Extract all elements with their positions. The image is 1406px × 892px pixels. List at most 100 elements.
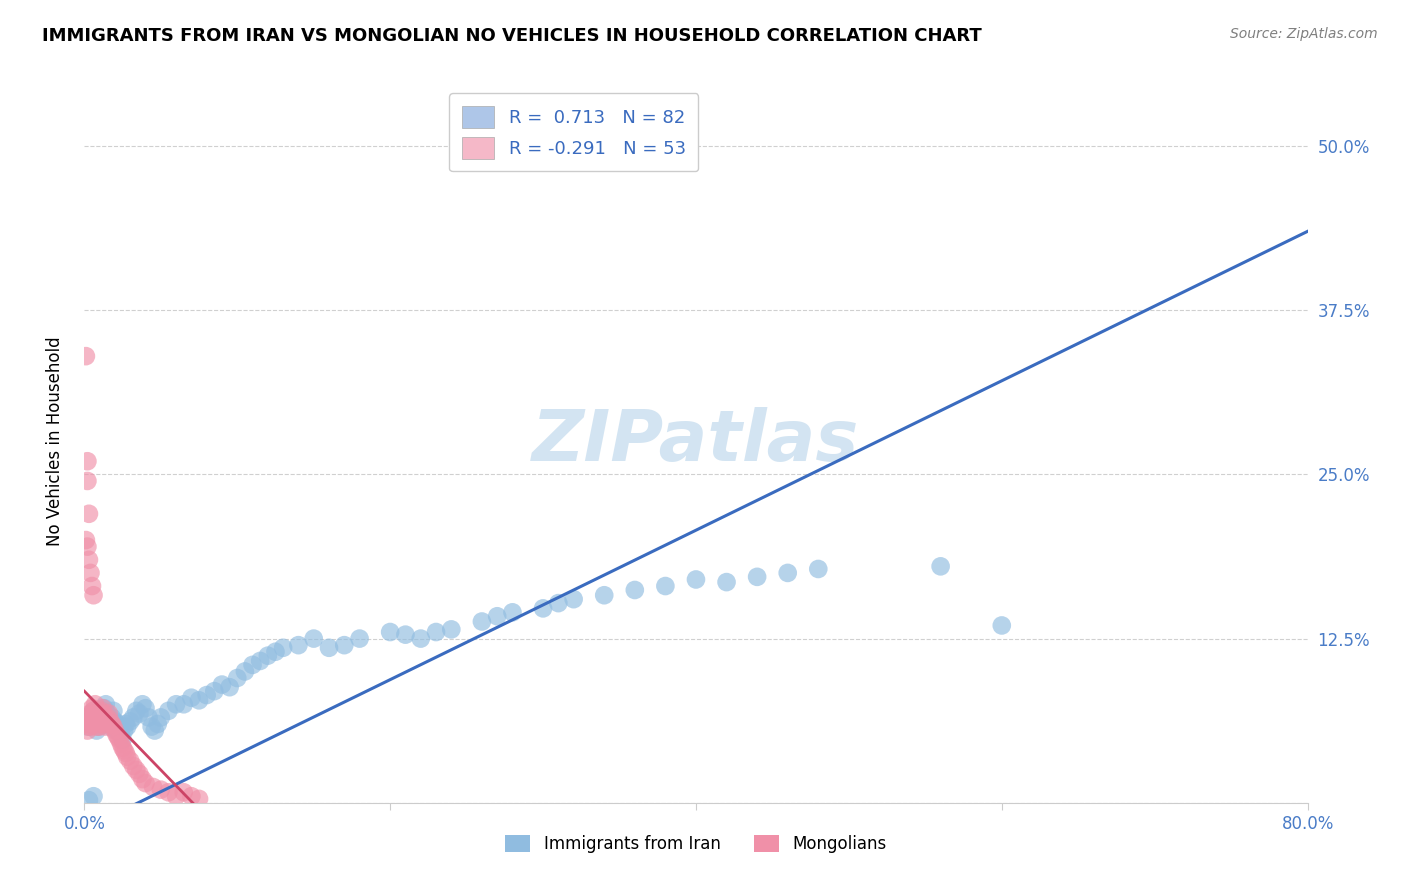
Point bbox=[80, 579, 103, 593]
Text: ZIPatlas: ZIPatlas bbox=[533, 407, 859, 476]
Point bbox=[93, 717, 115, 731]
Point bbox=[76, 474, 98, 488]
Point bbox=[233, 665, 256, 679]
Point bbox=[75, 349, 97, 363]
Point bbox=[107, 730, 129, 744]
Point bbox=[929, 559, 952, 574]
Point bbox=[83, 704, 105, 718]
Point bbox=[87, 720, 110, 734]
Point bbox=[76, 454, 98, 468]
Point bbox=[128, 767, 150, 781]
Point bbox=[685, 573, 707, 587]
Point bbox=[110, 737, 132, 751]
Point bbox=[77, 714, 100, 729]
Point bbox=[776, 566, 799, 580]
Point bbox=[716, 575, 738, 590]
Point bbox=[103, 720, 125, 734]
Point bbox=[135, 776, 157, 790]
Point bbox=[94, 698, 117, 712]
Point bbox=[87, 706, 110, 721]
Point bbox=[115, 749, 138, 764]
Point bbox=[107, 717, 129, 731]
Point bbox=[108, 720, 131, 734]
Point bbox=[242, 657, 264, 672]
Legend: Immigrants from Iran, Mongolians: Immigrants from Iran, Mongolians bbox=[499, 828, 893, 860]
Point bbox=[83, 789, 105, 804]
Point bbox=[180, 789, 202, 804]
Point bbox=[94, 720, 117, 734]
Text: IMMIGRANTS FROM IRAN VS MONGOLIAN NO VEHICLES IN HOUSEHOLD CORRELATION CHART: IMMIGRANTS FROM IRAN VS MONGOLIAN NO VEH… bbox=[42, 27, 981, 45]
Point bbox=[91, 706, 114, 721]
Point bbox=[112, 743, 135, 757]
Point bbox=[104, 723, 127, 738]
Point bbox=[93, 710, 115, 724]
Text: Source: ZipAtlas.com: Source: ZipAtlas.com bbox=[1230, 27, 1378, 41]
Point bbox=[89, 714, 111, 729]
Point bbox=[104, 714, 127, 729]
Point bbox=[547, 596, 569, 610]
Point bbox=[76, 720, 98, 734]
Point bbox=[93, 701, 115, 715]
Point bbox=[249, 654, 271, 668]
Point bbox=[173, 698, 195, 712]
Point bbox=[122, 710, 145, 724]
Point bbox=[111, 732, 134, 747]
Point bbox=[149, 782, 172, 797]
Point bbox=[101, 710, 124, 724]
Point bbox=[333, 638, 356, 652]
Point bbox=[77, 714, 100, 729]
Point bbox=[165, 789, 187, 804]
Point bbox=[349, 632, 371, 646]
Point bbox=[80, 717, 103, 731]
Point bbox=[87, 717, 110, 731]
Point bbox=[89, 710, 111, 724]
Point bbox=[131, 698, 153, 712]
Point bbox=[89, 720, 111, 734]
Point bbox=[202, 684, 225, 698]
Point bbox=[125, 704, 148, 718]
Point bbox=[188, 693, 211, 707]
Point bbox=[120, 754, 142, 768]
Point bbox=[98, 714, 121, 729]
Point bbox=[83, 704, 105, 718]
Point bbox=[90, 710, 112, 724]
Point bbox=[141, 720, 163, 734]
Point bbox=[257, 648, 280, 663]
Point bbox=[394, 627, 416, 641]
Point bbox=[471, 615, 494, 629]
Point bbox=[157, 704, 180, 718]
Point bbox=[807, 562, 830, 576]
Point bbox=[84, 698, 107, 712]
Point bbox=[75, 710, 97, 724]
Point bbox=[91, 701, 114, 715]
Point bbox=[138, 710, 160, 724]
Point bbox=[110, 727, 132, 741]
Point bbox=[747, 570, 769, 584]
Point bbox=[76, 540, 98, 554]
Point bbox=[90, 704, 112, 718]
Point bbox=[143, 723, 166, 738]
Point bbox=[90, 714, 112, 729]
Point bbox=[264, 645, 287, 659]
Point bbox=[97, 706, 120, 721]
Point bbox=[86, 720, 108, 734]
Point bbox=[111, 740, 134, 755]
Point bbox=[77, 553, 100, 567]
Point bbox=[83, 588, 105, 602]
Point bbox=[146, 717, 169, 731]
Point bbox=[77, 720, 100, 734]
Point bbox=[120, 714, 142, 729]
Point bbox=[79, 706, 101, 721]
Point bbox=[103, 704, 125, 718]
Point bbox=[654, 579, 676, 593]
Point bbox=[75, 533, 97, 547]
Point bbox=[76, 723, 98, 738]
Point bbox=[80, 701, 103, 715]
Point bbox=[114, 746, 136, 760]
Point bbox=[128, 706, 150, 721]
Point bbox=[122, 759, 145, 773]
Point bbox=[188, 792, 211, 806]
Point bbox=[115, 720, 138, 734]
Point bbox=[86, 723, 108, 738]
Point bbox=[180, 690, 202, 705]
